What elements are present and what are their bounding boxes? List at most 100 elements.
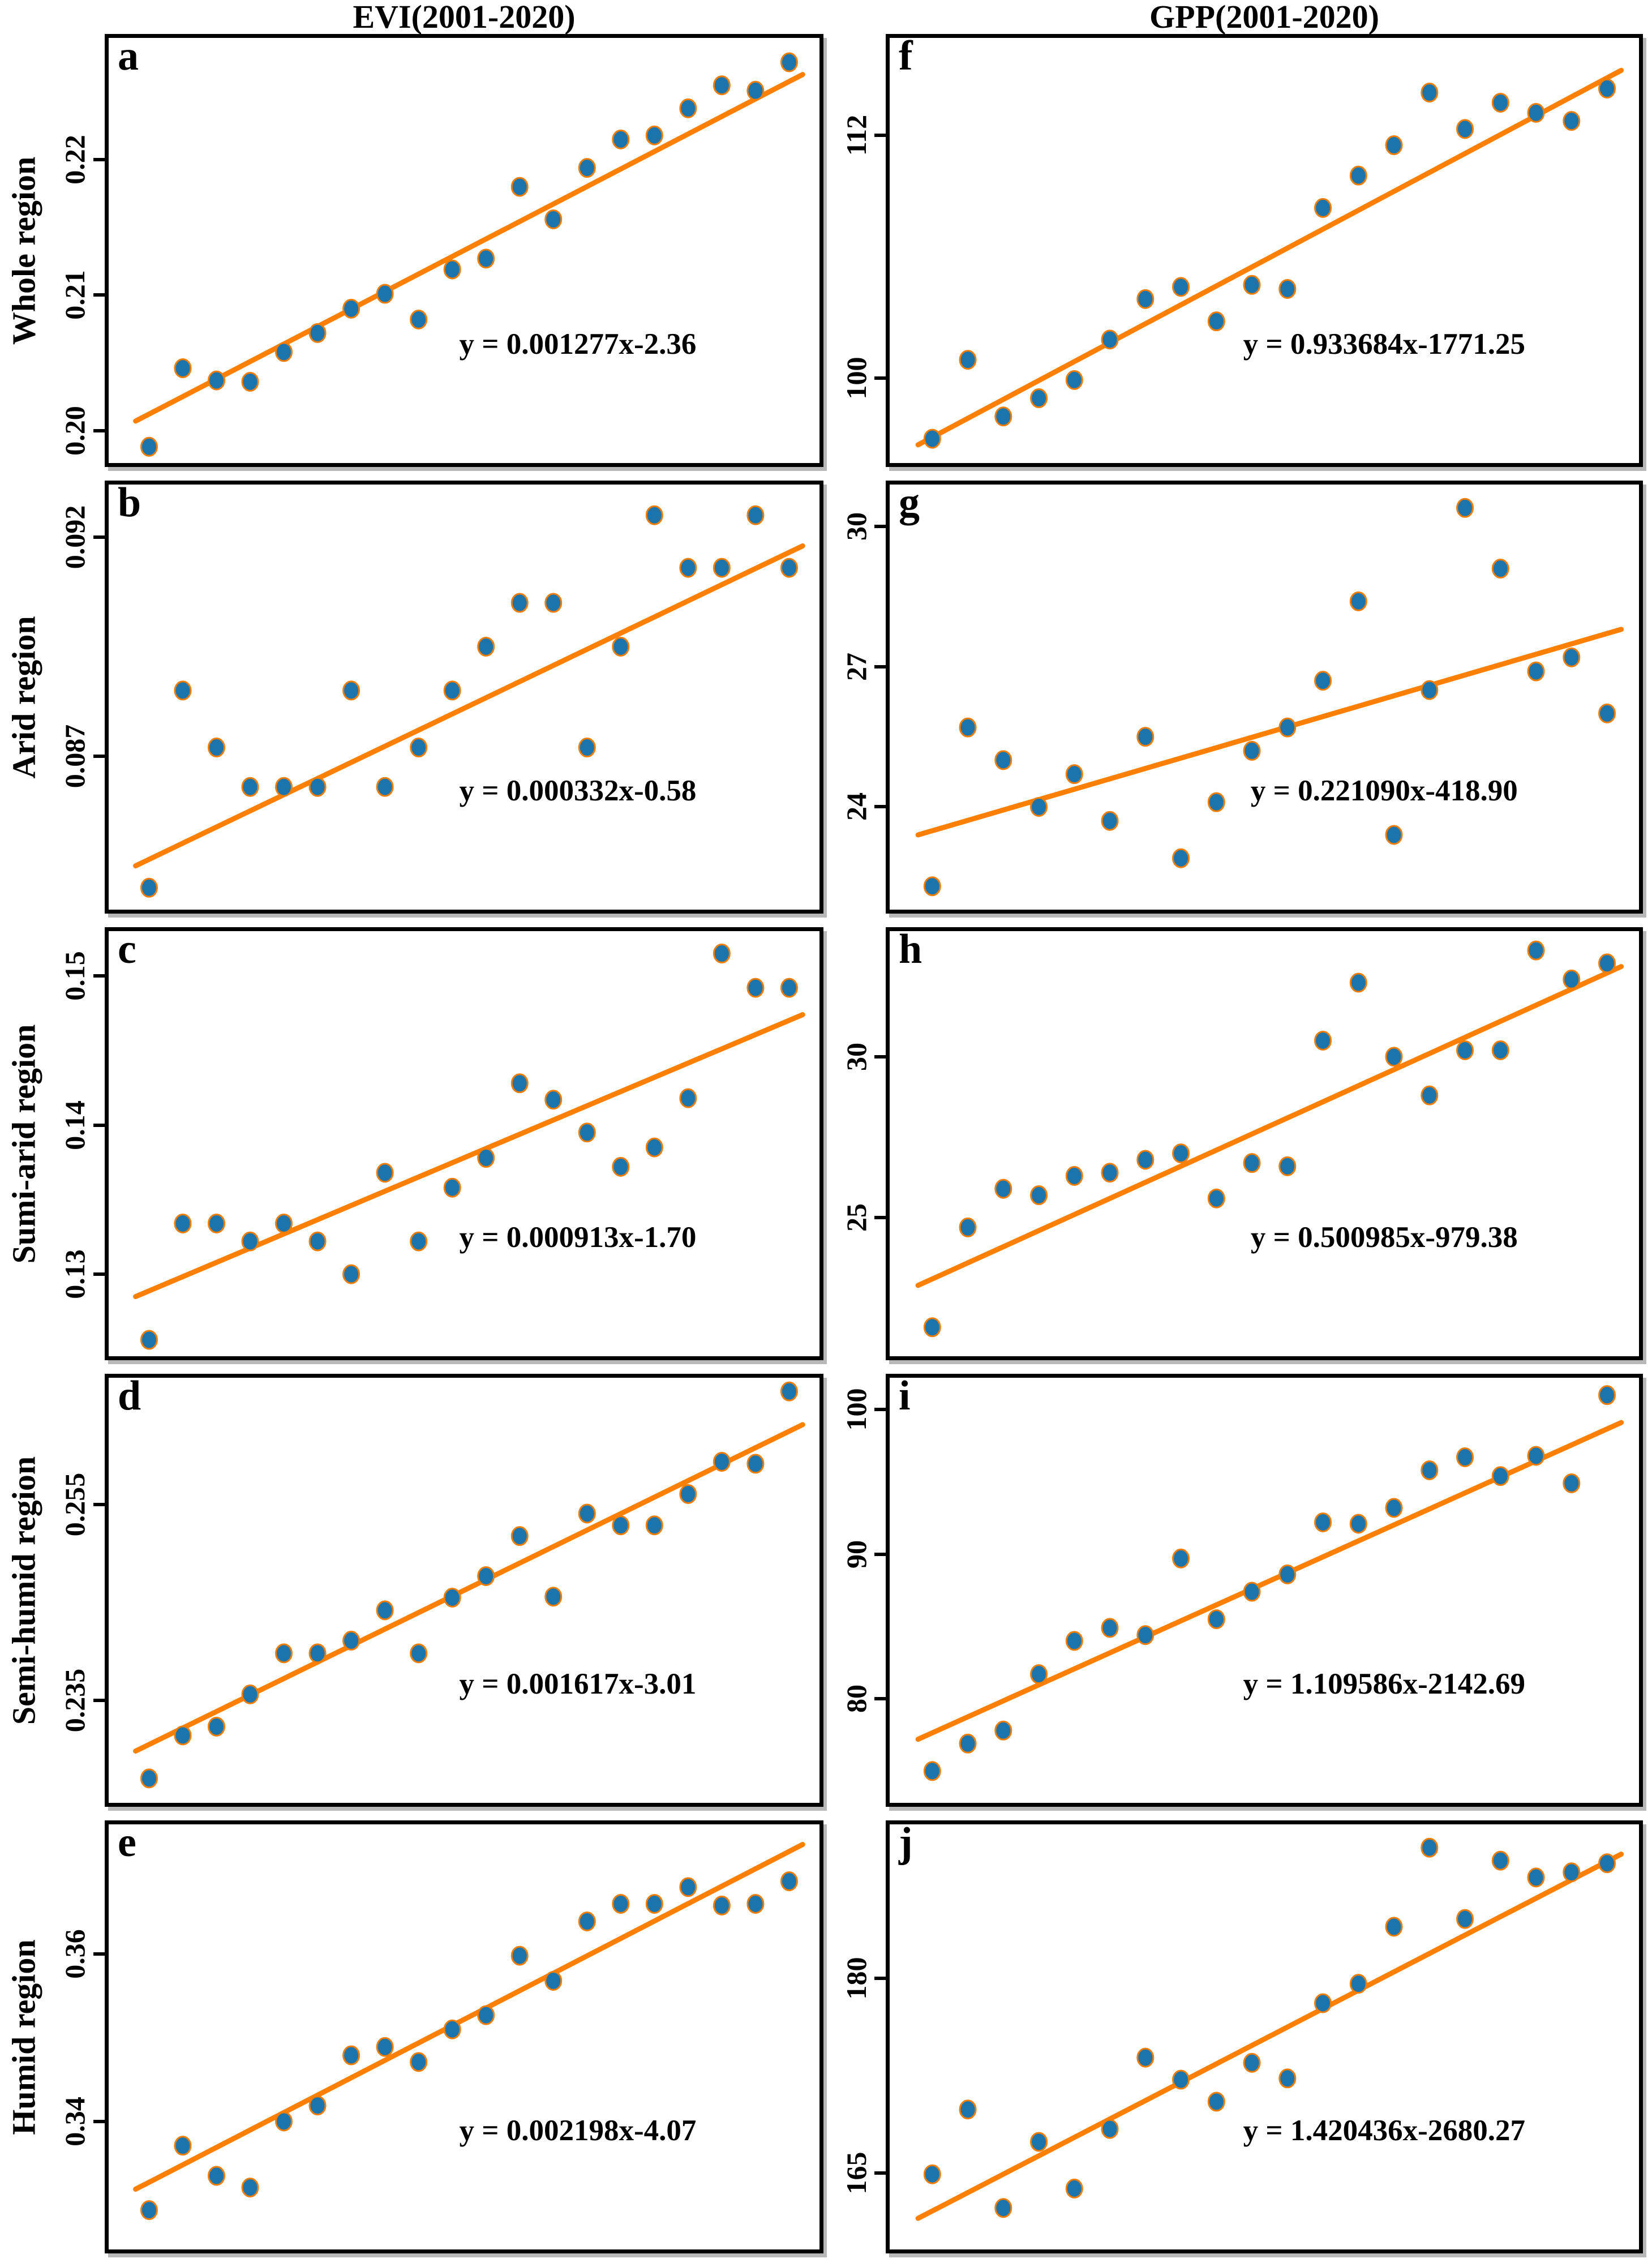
data-point-g-2020 bbox=[1598, 703, 1616, 723]
y-tick-mark bbox=[874, 1408, 886, 1412]
trend-line-h bbox=[915, 964, 1624, 1288]
y-tick-mark bbox=[874, 2171, 886, 2175]
regression-equation-e: y = 0.002198x-4.07 bbox=[459, 2114, 697, 2147]
data-point-j-2012 bbox=[1314, 1993, 1332, 2013]
y-tick-label: 100 bbox=[840, 357, 872, 400]
y-tick-mark bbox=[874, 133, 886, 137]
data-point-h-2016 bbox=[1456, 1040, 1474, 1061]
region-label-semi-humid: Semi-humid region bbox=[5, 1456, 42, 1725]
data-point-b-2018 bbox=[713, 558, 731, 578]
data-point-a-2003 bbox=[207, 370, 225, 391]
data-point-a-2019 bbox=[746, 80, 765, 101]
data-point-a-2020 bbox=[780, 52, 798, 72]
y-tick-label: 30 bbox=[840, 1042, 872, 1071]
data-point-g-2002 bbox=[959, 717, 977, 738]
data-point-g-2013 bbox=[1349, 591, 1367, 611]
region-label-sumi-arid: Sumi-arid region bbox=[5, 1024, 42, 1263]
y-tick-label: 30 bbox=[840, 512, 872, 541]
data-point-c-2010 bbox=[443, 1177, 461, 1198]
data-point-e-2019 bbox=[746, 1893, 765, 1914]
data-point-h-2013 bbox=[1349, 972, 1367, 993]
panel-j: j y = 1.420436x-2680.27 bbox=[886, 1819, 1643, 2253]
panel-h: h y = 0.500985x-979.38 bbox=[886, 926, 1643, 1360]
data-point-a-2008 bbox=[376, 284, 394, 304]
data-point-j-2001 bbox=[923, 2164, 941, 2184]
data-point-i-2019 bbox=[1563, 1473, 1581, 1493]
scatter-plot-f bbox=[915, 67, 1624, 449]
y-tick-label: 0.255 bbox=[58, 1473, 91, 1537]
data-point-i-2012 bbox=[1314, 1512, 1332, 1532]
data-point-c-2002 bbox=[174, 1213, 192, 1233]
data-point-d-2020 bbox=[780, 1381, 798, 1402]
y-tick-mark bbox=[93, 158, 105, 162]
panel-e: e y = 0.002198x-4.07 bbox=[105, 1819, 823, 2253]
data-point-f-2016 bbox=[1456, 119, 1474, 139]
data-point-e-2007 bbox=[342, 2045, 361, 2065]
column-gap bbox=[823, 1820, 834, 2253]
panel-letter-a: a bbox=[118, 33, 139, 79]
region-label-humid: Humid region bbox=[5, 1939, 42, 2135]
y-tick-label: 0.14 bbox=[58, 1100, 91, 1150]
figure-row-sumi-arid-region: Sumi-arid region 0.15 0.14 0.13 c y = 0.00… bbox=[0, 926, 1652, 1360]
data-point-i-2009 bbox=[1207, 1609, 1225, 1630]
y-tick-mark bbox=[93, 974, 105, 978]
data-point-a-2014 bbox=[578, 158, 596, 178]
data-point-i-2020 bbox=[1598, 1385, 1616, 1405]
data-point-c-2018 bbox=[713, 944, 731, 964]
data-point-c-2006 bbox=[308, 1231, 327, 1252]
regression-equation-i: y = 1.109586x-2142.69 bbox=[1243, 1667, 1526, 1700]
y-tick-label: 165 bbox=[840, 2152, 872, 2195]
y-tick-label: 180 bbox=[840, 1957, 872, 2000]
data-point-i-2003 bbox=[994, 1720, 1012, 1741]
data-point-c-2003 bbox=[207, 1213, 225, 1233]
data-point-i-2015 bbox=[1421, 1460, 1439, 1480]
y-tick-label: 0.34 bbox=[58, 2097, 91, 2146]
data-point-j-2006 bbox=[1101, 2119, 1119, 2139]
y-tick-label: 80 bbox=[840, 1685, 872, 1713]
data-point-b-2004 bbox=[241, 777, 259, 797]
figure-row-humid-region: Humid region 0.36 0.34 e y = 0.002198x-4.… bbox=[0, 1819, 1652, 2253]
data-point-j-2010 bbox=[1243, 2052, 1261, 2073]
data-point-e-2001 bbox=[140, 2200, 158, 2221]
y-axis-ticks-d: 0.255 0.235 bbox=[51, 1374, 105, 1807]
data-point-e-2010 bbox=[443, 2019, 461, 2039]
data-point-c-2017 bbox=[679, 1088, 697, 1108]
data-point-h-2003 bbox=[994, 1179, 1012, 1199]
panel-i: i y = 1.109586x-2142.69 bbox=[886, 1373, 1643, 1807]
y-tick-label: 24 bbox=[840, 792, 872, 821]
y-tick-mark bbox=[93, 1952, 105, 1956]
y-tick-label: 0.092 bbox=[58, 505, 91, 569]
data-point-f-2017 bbox=[1491, 92, 1509, 113]
data-point-b-2002 bbox=[174, 680, 192, 701]
gpp-column-title: GPP(2001-2020) bbox=[1149, 0, 1379, 35]
row-axis-labels: Sumi-arid region 0.15 0.14 0.13 bbox=[0, 927, 105, 1360]
regression-equation-j: y = 1.420436x-2680.27 bbox=[1243, 2114, 1526, 2147]
data-point-g-2006 bbox=[1101, 811, 1119, 831]
data-point-b-2020 bbox=[780, 558, 798, 578]
data-point-b-2019 bbox=[746, 505, 765, 525]
data-point-j-2013 bbox=[1349, 1974, 1367, 1994]
data-point-h-2001 bbox=[923, 1317, 941, 1338]
panel-d: d y = 0.001617x-3.01 bbox=[105, 1373, 823, 1807]
data-point-c-2012 bbox=[510, 1073, 529, 1094]
panel-letter-h: h bbox=[899, 926, 922, 972]
data-point-c-2009 bbox=[410, 1231, 428, 1252]
data-point-g-2005 bbox=[1065, 764, 1083, 785]
data-point-g-2003 bbox=[994, 750, 1012, 770]
data-point-i-2007 bbox=[1136, 1625, 1155, 1645]
data-point-d-2005 bbox=[275, 1643, 293, 1664]
panel-letter-d: d bbox=[118, 1373, 141, 1419]
data-point-d-2006 bbox=[308, 1643, 327, 1664]
data-point-f-2003 bbox=[994, 406, 1012, 427]
scatter-plot-c bbox=[133, 944, 805, 1350]
data-point-h-2014 bbox=[1385, 1047, 1403, 1067]
data-point-b-2007 bbox=[342, 680, 361, 701]
data-point-j-2003 bbox=[994, 2198, 1012, 2218]
evi-column-title: EVI(2001-2020) bbox=[353, 0, 576, 35]
data-point-f-2013 bbox=[1349, 165, 1367, 186]
data-point-c-2007 bbox=[342, 1264, 361, 1284]
data-point-c-2019 bbox=[746, 978, 765, 998]
y-axis-ticks-i: 100 90 80 bbox=[834, 1374, 886, 1807]
panel-letter-b: b bbox=[118, 479, 141, 526]
y-tick-label: 0.15 bbox=[58, 951, 91, 1001]
